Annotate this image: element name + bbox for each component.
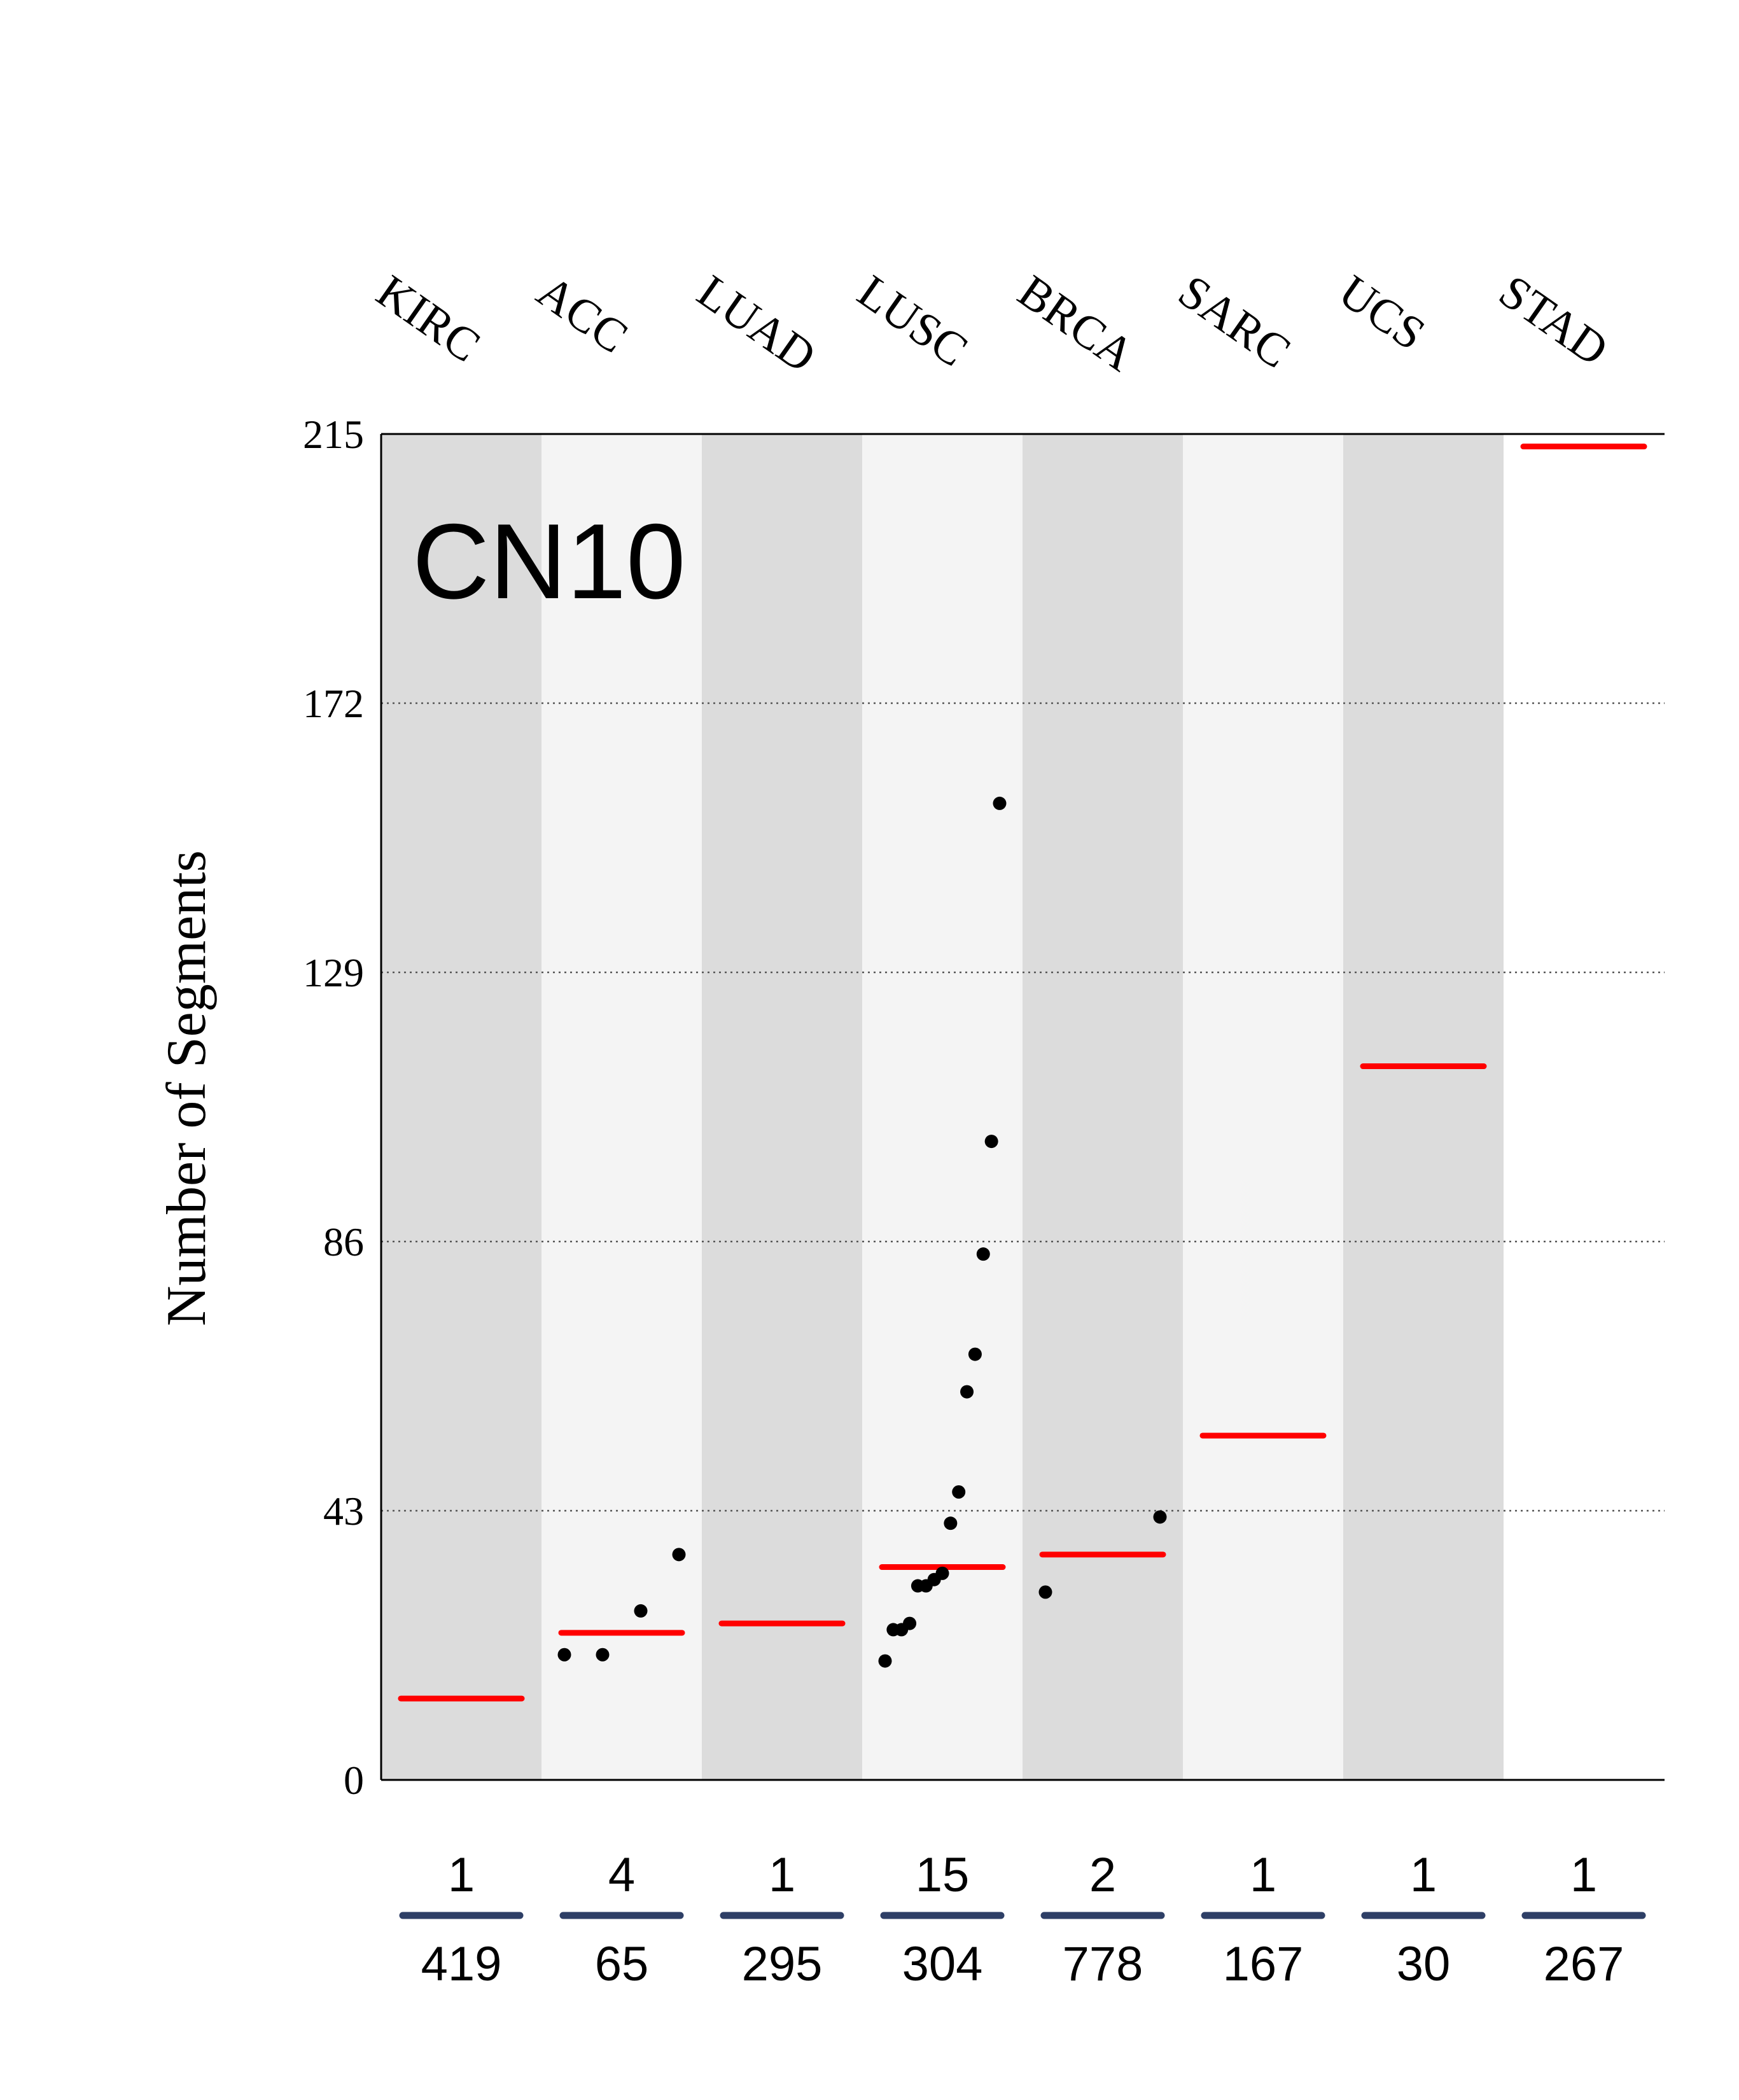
- y-tick-label: 129: [303, 950, 364, 995]
- data-points: [557, 796, 1167, 1668]
- y-tick-label: 0: [344, 1758, 364, 1803]
- data-point: [878, 1654, 892, 1668]
- data-point: [968, 1347, 982, 1361]
- total-count: 65: [595, 1937, 649, 1991]
- data-point: [596, 1648, 610, 1662]
- y-tick-label: 172: [303, 681, 364, 726]
- data-point: [935, 1566, 949, 1580]
- band-brca: [1023, 434, 1183, 1780]
- category-label: LUAD: [688, 265, 825, 383]
- data-point: [672, 1548, 686, 1562]
- signature-count: 1: [448, 1848, 475, 1902]
- chart-title: CN10: [412, 501, 686, 621]
- category-label: STAD: [1490, 265, 1617, 377]
- total-count: 304: [902, 1937, 983, 1991]
- data-point: [1038, 1585, 1052, 1599]
- y-axis-label: Number of Segments: [156, 850, 218, 1326]
- category-label: ACC: [527, 265, 637, 363]
- band-ucs: [1343, 434, 1504, 1780]
- y-tick-label: 43: [323, 1488, 364, 1534]
- signature-count: 4: [608, 1848, 635, 1902]
- total-count: 295: [742, 1937, 823, 1991]
- band-kirc: [381, 434, 541, 1780]
- band-sarc: [1183, 434, 1343, 1780]
- y-tick-labels: 0 43 86 129 172 215: [303, 412, 364, 1803]
- total-count: 419: [421, 1937, 502, 1991]
- band-luad: [702, 434, 862, 1780]
- band-acc: [541, 434, 702, 1780]
- data-point: [1153, 1510, 1167, 1524]
- category-label: KIRC: [367, 265, 489, 373]
- data-point: [960, 1385, 974, 1399]
- signature-count: 15: [916, 1848, 970, 1902]
- sample-counts: 1 419 4 65 1 295 15 304 2 778 1 167 1 30 1 267: [399, 1848, 1646, 1991]
- band-lusc: [862, 434, 1023, 1780]
- category-labels: KIRC ACC LUAD LUSC BRCA SARC UCS STAD: [367, 265, 1617, 383]
- category-label: SARC: [1169, 265, 1299, 379]
- total-count: 778: [1063, 1937, 1143, 1991]
- total-count: 267: [1544, 1937, 1624, 1991]
- category-label: BRCA: [1009, 265, 1143, 382]
- signature-count: 2: [1089, 1848, 1116, 1902]
- data-point: [993, 796, 1007, 810]
- total-count: 30: [1397, 1937, 1451, 1991]
- signature-count: 1: [1250, 1848, 1276, 1902]
- signature-count: 1: [1410, 1848, 1437, 1902]
- axes: [380, 433, 1665, 1781]
- signature-count: 1: [1570, 1848, 1597, 1902]
- y-tick-label: 86: [323, 1219, 364, 1264]
- data-point: [903, 1616, 917, 1630]
- data-point: [976, 1247, 990, 1261]
- category-label: LUSC: [848, 265, 977, 377]
- y-tick-label: 215: [303, 412, 364, 457]
- grid-lines: [381, 702, 1665, 1512]
- data-point: [952, 1485, 966, 1499]
- category-label: UCS: [1329, 265, 1434, 361]
- signature-count: 1: [769, 1848, 795, 1902]
- data-point: [944, 1516, 958, 1530]
- data-point: [557, 1648, 571, 1662]
- total-count: 167: [1223, 1937, 1304, 1991]
- data-point: [634, 1604, 648, 1618]
- data-point: [984, 1135, 998, 1149]
